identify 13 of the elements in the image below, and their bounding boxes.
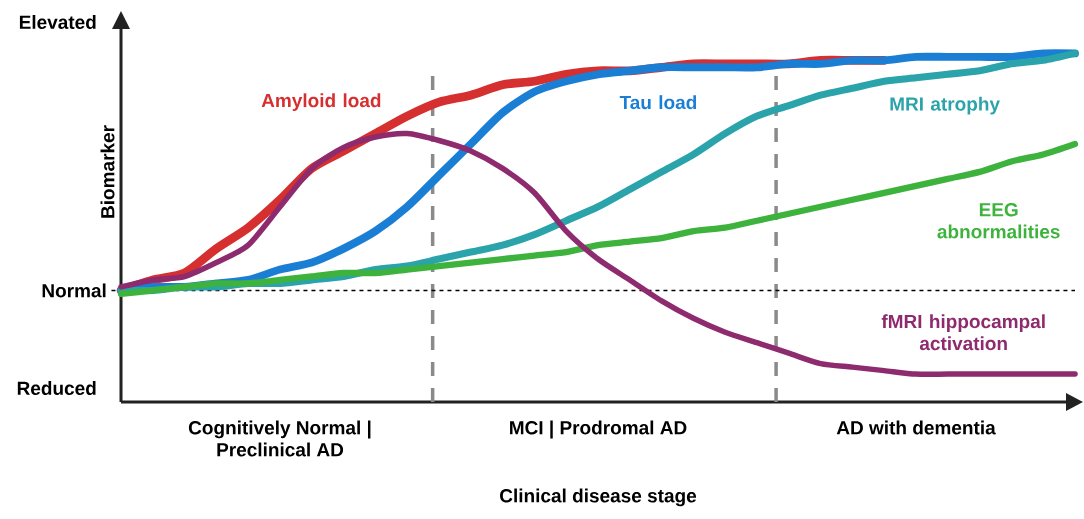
series-label: EEG abnormalities xyxy=(937,202,1060,239)
x-tick-label: MCI | Prodromal AD xyxy=(510,420,687,439)
text: Elevated xyxy=(19,15,96,29)
series-label: fMRI hippocampal activation xyxy=(881,314,1045,351)
x-tick-label: AD with dementia xyxy=(836,420,996,435)
x-tick-label: Cognitively Normal | Preclinical AD xyxy=(188,420,371,457)
series-label: MRI atrophy xyxy=(890,96,1000,115)
x-axis-title: Clinical disease stage xyxy=(500,488,697,507)
y-axis-title: Biomarker xyxy=(100,125,115,218)
series-label: Amyloid load xyxy=(261,93,381,112)
ref-line-label: Normal xyxy=(42,283,106,298)
text: Reduced xyxy=(17,381,96,396)
series-label: Tau load xyxy=(619,95,697,110)
